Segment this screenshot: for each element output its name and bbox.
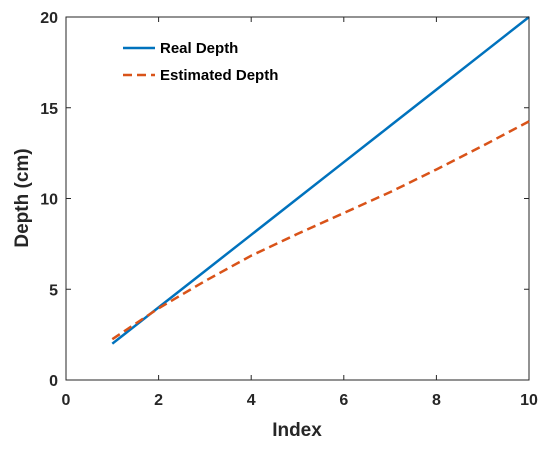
series-line-estimated-depth: [111, 120, 530, 341]
y-tick-label: 20: [40, 10, 58, 27]
x-axis-title: Index: [272, 420, 322, 441]
x-tick-label: 2: [154, 392, 163, 409]
y-tick-label: 15: [40, 101, 58, 118]
x-tick-label: 4: [247, 392, 256, 409]
y-tick-label: 10: [40, 192, 58, 209]
y-axis-title: Depth (cm): [12, 148, 33, 247]
legend-box: [114, 34, 306, 90]
legend-label-real-depth: Real Depth: [160, 40, 238, 57]
x-tick-label: 10: [520, 392, 538, 409]
x-tick-label: 8: [432, 392, 441, 409]
x-tick-label: 6: [339, 392, 348, 409]
series-line-real-depth: [111, 16, 530, 345]
series-layer: [111, 16, 530, 345]
x-tick-label: 0: [62, 392, 71, 409]
legend-items: Real Depth Estimated Depth: [123, 40, 278, 84]
ticks-layer: 0 2 4 6 8 10 0 5 10 15 20: [40, 10, 538, 409]
legend-label-estimated-depth: Estimated Depth: [160, 67, 278, 84]
y-tick-label: 0: [49, 373, 58, 390]
legend: Real Depth Estimated Depth: [114, 34, 306, 90]
y-tick-label: 5: [49, 282, 58, 299]
